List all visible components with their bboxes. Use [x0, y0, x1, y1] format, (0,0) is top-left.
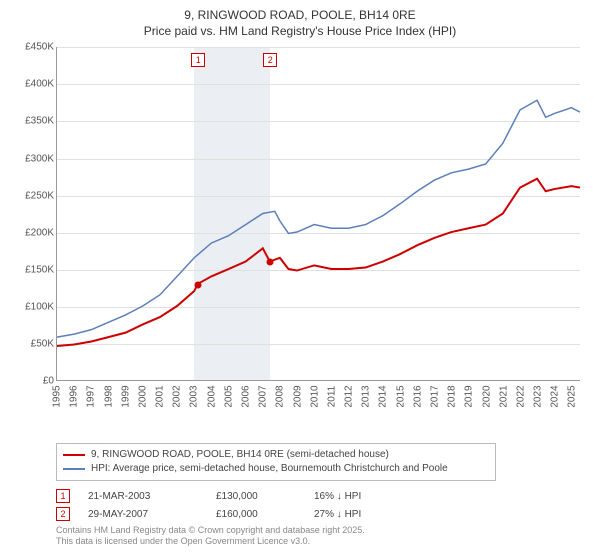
y-tick-label: £250K [12, 190, 54, 201]
y-tick-label: £350K [12, 116, 54, 127]
x-tick-label: 1997 [86, 386, 97, 408]
sale-row: 2 29-MAY-2007 £160,000 27% ↓ HPI [56, 507, 588, 521]
x-tick-label: 2012 [344, 386, 355, 408]
x-tick-label: 1995 [52, 386, 63, 408]
sale-row: 1 21-MAR-2003 £130,000 16% ↓ HPI [56, 489, 588, 503]
sale-price: £130,000 [216, 491, 296, 502]
x-tick-label: 1998 [103, 386, 114, 408]
x-tick-label: 2010 [309, 386, 320, 408]
x-tick-label: 2016 [412, 386, 423, 408]
x-tick-label: 2014 [378, 386, 389, 408]
y-tick-label: £200K [12, 227, 54, 238]
chart-area: £0 £50K £100K £150K £200K £250K £300K £350K £400… [12, 43, 588, 411]
x-tick-label: 2003 [189, 386, 200, 408]
y-tick-label: £150K [12, 264, 54, 275]
x-tick-label: 2004 [206, 386, 217, 408]
y-tick-label: £300K [12, 153, 54, 164]
x-tick-label: 2020 [481, 386, 492, 408]
x-tick-label: 2013 [361, 386, 372, 408]
sale-num: 2 [56, 507, 70, 521]
sale-diff: 27% ↓ HPI [314, 509, 361, 520]
legend-swatch-hpi [63, 468, 85, 470]
y-tick-label: £400K [12, 79, 54, 90]
legend-label-hpi: HPI: Average price, semi-detached house,… [91, 462, 448, 476]
sale-price: £160,000 [216, 509, 296, 520]
sale-diff: 16% ↓ HPI [314, 491, 361, 502]
footer-line1: Contains HM Land Registry data © Crown c… [56, 525, 588, 536]
legend-label-subject: 9, RINGWOOD ROAD, POOLE, BH14 0RE (semi-… [91, 448, 389, 462]
legend-swatch-subject [63, 454, 85, 456]
series-series_hpi [57, 100, 580, 337]
x-tick-label: 2021 [498, 386, 509, 408]
x-tick-label: 2009 [292, 386, 303, 408]
footer: Contains HM Land Registry data © Crown c… [56, 525, 588, 548]
x-tick-label: 1999 [120, 386, 131, 408]
legend-row-subject: 9, RINGWOOD ROAD, POOLE, BH14 0RE (semi-… [63, 448, 489, 462]
title-block: 9, RINGWOOD ROAD, POOLE, BH14 0RE Price … [12, 8, 588, 39]
legend-row-hpi: HPI: Average price, semi-detached house,… [63, 462, 489, 476]
x-tick-label: 2008 [275, 386, 286, 408]
x-tick-label: 2001 [155, 386, 166, 408]
x-tick-label: 2015 [395, 386, 406, 408]
x-tick-label: 2000 [137, 386, 148, 408]
x-tick-label: 2022 [515, 386, 526, 408]
title-line2: Price paid vs. HM Land Registry's House … [12, 24, 588, 40]
plot-region: 12 1995199619971998199920002001200220032… [56, 47, 580, 381]
x-tick-label: 2018 [447, 386, 458, 408]
x-tick-label: 2011 [326, 386, 337, 408]
x-tick-label: 2005 [223, 386, 234, 408]
sale-num: 1 [56, 489, 70, 503]
sale-dot [267, 259, 274, 266]
footer-line2: This data is licensed under the Open Gov… [56, 536, 588, 547]
x-tick-label: 2006 [240, 386, 251, 408]
y-tick-label: £50K [12, 339, 54, 350]
sale-date: 29-MAY-2007 [88, 509, 198, 520]
series-series_subject [57, 179, 580, 346]
chart-container: 9, RINGWOOD ROAD, POOLE, BH14 0RE Price … [0, 0, 600, 560]
x-tick-label: 2025 [567, 386, 578, 408]
line-series-svg [57, 47, 580, 380]
sale-marker-label: 1 [191, 53, 205, 67]
title-line1: 9, RINGWOOD ROAD, POOLE, BH14 0RE [12, 8, 588, 24]
x-tick-label: 2017 [429, 386, 440, 408]
x-tick-label: 2019 [464, 386, 475, 408]
y-tick-label: £0 [12, 376, 54, 387]
x-tick-label: 2007 [258, 386, 269, 408]
sales-list: 1 21-MAR-2003 £130,000 16% ↓ HPI 2 29-MAY-200… [56, 489, 588, 521]
y-tick-label: £450K [12, 42, 54, 53]
y-tick-label: £100K [12, 301, 54, 312]
sale-marker-label: 2 [263, 53, 277, 67]
x-tick-label: 2002 [172, 386, 183, 408]
legend: 9, RINGWOOD ROAD, POOLE, BH14 0RE (semi-… [56, 443, 496, 481]
x-tick-label: 2024 [550, 386, 561, 408]
x-tick-label: 2023 [533, 386, 544, 408]
x-tick-label: 1996 [69, 386, 80, 408]
sale-dot [195, 281, 202, 288]
sale-date: 21-MAR-2003 [88, 491, 198, 502]
